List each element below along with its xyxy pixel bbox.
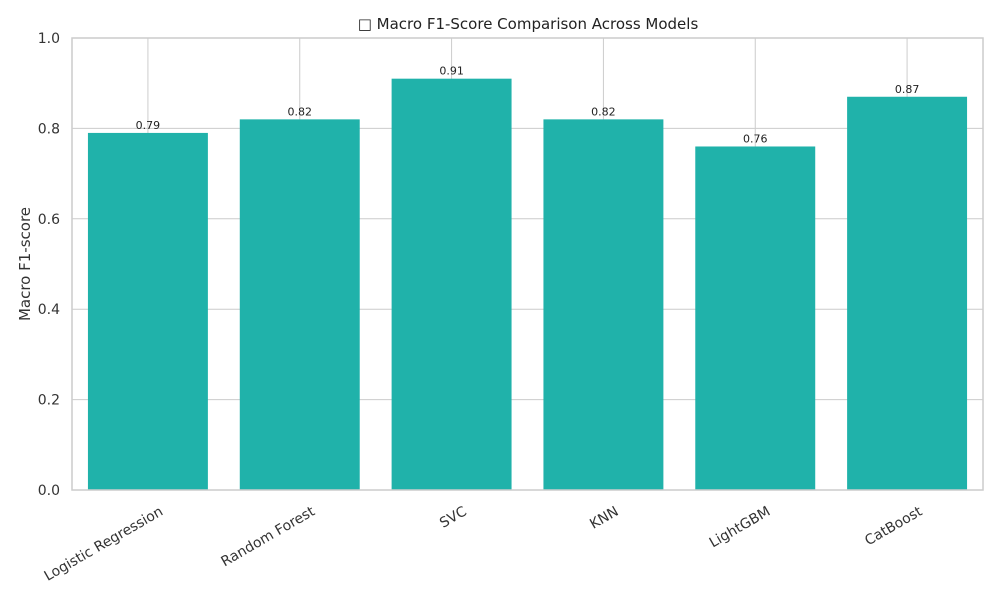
bar	[543, 119, 664, 491]
x-tick-label: KNN	[587, 504, 621, 533]
bar-value-label: 0.82	[288, 105, 313, 118]
chart-title: □ Macro F1-Score Comparison Across Model…	[358, 15, 699, 33]
y-tick-label: 0.6	[38, 212, 60, 228]
y-tick-label: 0.4	[38, 302, 60, 318]
bar	[391, 78, 512, 491]
y-tick-label: 1.0	[38, 31, 60, 47]
x-tick-label: LightGBM	[707, 504, 773, 552]
x-tick-label: CatBoost	[862, 503, 925, 549]
bar-value-label: 0.87	[895, 83, 920, 96]
bar-value-label: 0.82	[591, 105, 616, 118]
bar-value-label: 0.79	[136, 119, 161, 132]
x-tick-labels: Logistic Regression Random Forest SVC KNN Li…	[42, 503, 926, 584]
bar	[847, 96, 968, 490]
x-tick-label: SVC	[437, 504, 470, 532]
data-labels: 0.79 0.82 0.91 0.82 0.76 0.87	[136, 65, 920, 146]
x-tick-label: Random Forest	[218, 503, 318, 570]
bar	[87, 132, 208, 491]
x-tick-label: Logistic Regression	[42, 504, 166, 585]
bar	[695, 146, 816, 491]
bar	[239, 119, 360, 491]
plot-frame	[71, 37, 984, 491]
y-tick-label: 0.0	[38, 483, 60, 499]
y-tick-labels: 0.0 0.2 0.4 0.6 0.8 1.0	[38, 31, 60, 499]
bar-value-label: 0.76	[743, 132, 768, 145]
bar-value-label: 0.91	[439, 65, 464, 78]
y-tick-label: 0.2	[38, 393, 60, 409]
y-tick-label: 0.8	[38, 121, 60, 137]
y-axis-label: Macro F1-score	[16, 207, 34, 321]
gridlines	[72, 37, 983, 491]
bars	[87, 78, 968, 491]
